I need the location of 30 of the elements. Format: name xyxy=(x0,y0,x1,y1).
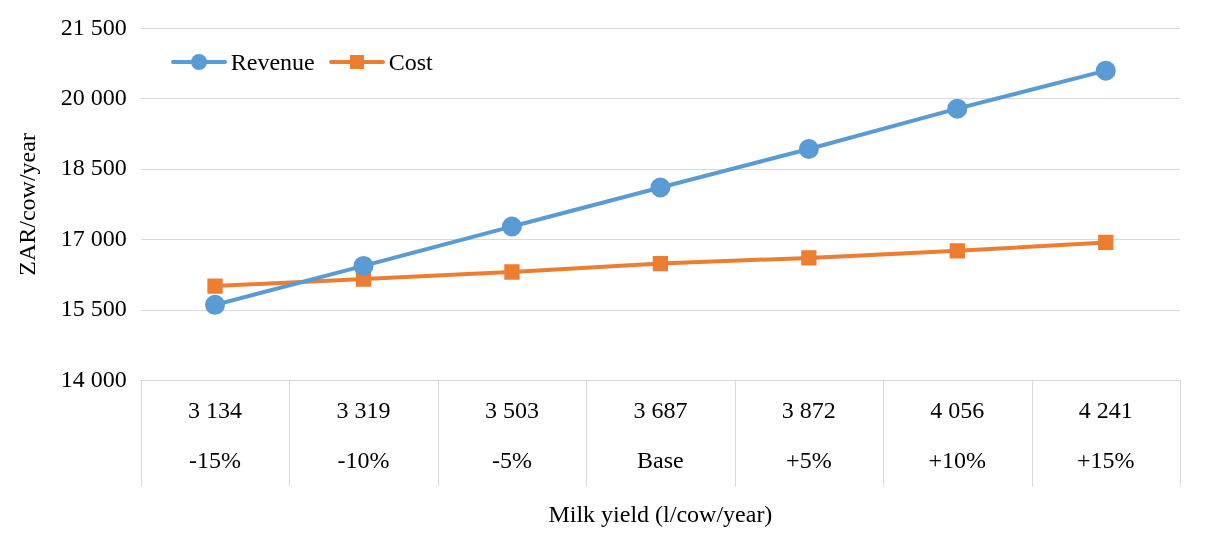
x-tick-label: 3 319 -10% xyxy=(336,396,391,474)
point xyxy=(1095,60,1116,81)
x-axis-title: Milk yield (l/cow/year) xyxy=(548,500,773,527)
x-tick-label: 3 503 -5% xyxy=(484,396,539,474)
point xyxy=(798,139,819,160)
point xyxy=(949,243,965,259)
y-axis-title: ZAR/cow/year xyxy=(13,133,40,276)
point xyxy=(947,98,968,119)
point xyxy=(801,250,817,266)
legend-label: Cost xyxy=(388,48,433,76)
point xyxy=(650,177,671,198)
point xyxy=(1098,234,1114,251)
x-tick-label: 3 687 Base xyxy=(633,396,688,474)
point xyxy=(205,294,226,315)
point xyxy=(504,264,520,280)
y-tick-label: 15 500 xyxy=(60,295,127,322)
point xyxy=(652,255,669,272)
legend-label: Revenue xyxy=(230,48,315,76)
point xyxy=(207,278,223,294)
x-tick-label: 3 872 +5% xyxy=(781,396,836,474)
x-tick-label: 4 056 +10% xyxy=(928,396,987,474)
y-tick-label: 20 000 xyxy=(60,84,127,111)
point xyxy=(501,216,522,237)
y-tick-label: 14 000 xyxy=(60,365,127,392)
y-tick-label: 18 500 xyxy=(60,154,127,181)
x-tick-label: 4 241 +15% xyxy=(1077,396,1135,474)
y-tick-label: 21 500 xyxy=(60,13,127,40)
point xyxy=(353,255,374,276)
y-tick-label: 17 000 xyxy=(60,224,127,251)
x-tick-label: 3 134 -15% xyxy=(188,396,243,474)
